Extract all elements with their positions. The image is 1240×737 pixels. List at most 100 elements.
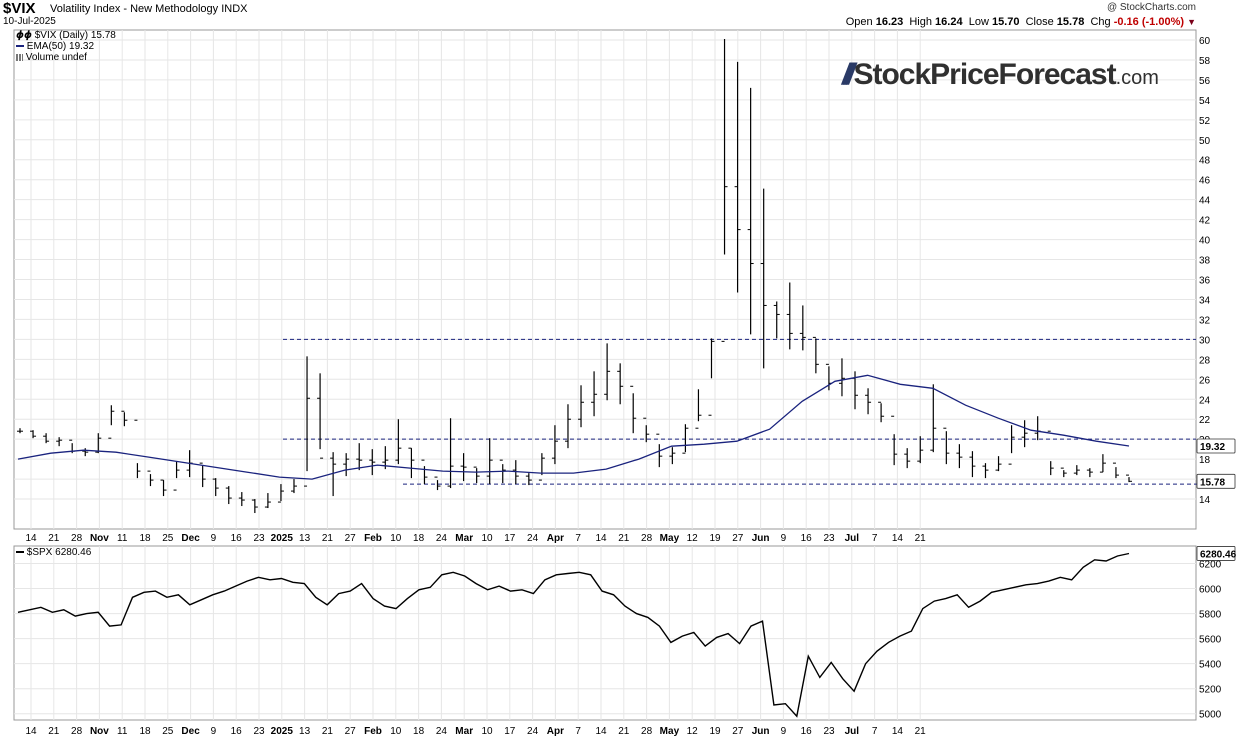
watermark-logo: /// StockPriceForecast.com [842,58,1159,92]
spx-x-tick-label: 24 [527,726,539,737]
vix-y-tick-label: 52 [1199,116,1211,127]
vix-x-tick-label: 24 [436,533,448,544]
vix-y-tick-label: 22 [1199,415,1211,426]
vix-y-tick-label: 18 [1199,455,1211,466]
spx-x-tick-label: 11 [117,726,128,737]
ohlc-bar [930,384,937,453]
spx-x-tick-label: 18 [413,726,425,737]
ohlc-bar [643,417,650,443]
ohlc-bar [30,430,37,439]
spx-x-tick-label: 21 [915,726,927,737]
ohlc-bar [721,38,728,342]
ohlc-bar [865,388,872,415]
vix-price-badge: 15.78 [1200,477,1225,488]
ohlc-bar [682,424,689,454]
ohlc-bar [995,456,1002,472]
ohlc-bar [473,466,480,484]
open-value: 16.23 [875,16,904,28]
ohlc-bar [343,453,350,477]
low-value: 15.70 [991,16,1020,28]
ohlc-bar [264,493,271,509]
vix-x-tick-label: 24 [527,533,539,544]
vix-x-tick-label: 14 [25,533,37,544]
ohlc-bar [1086,468,1093,478]
spx-x-tick-label: Apr [547,726,564,737]
ohlc-bar [630,385,637,434]
spx-y-tick-label: 6200 [1199,560,1222,571]
high-value: 16.24 [935,16,963,28]
ohlc-bar [525,473,532,486]
spx-x-tick-label: May [660,726,680,737]
spx-x-tick-label: Jun [752,726,770,737]
ohlc-bar [1060,467,1067,478]
close-value: 15.78 [1056,16,1085,28]
spx-x-tick-label: 27 [732,726,744,737]
ohlc-bar [56,437,63,447]
ohlc-bar [799,305,806,351]
spx-x-tick-label: Dec [181,726,200,737]
ohlc-bar [1073,465,1080,476]
ema-price-badge: 19.32 [1200,442,1225,453]
ohlc-bar [838,358,845,397]
ohlc-bar [251,499,258,514]
ohlc-bar [43,433,50,444]
ohlc-bar [82,448,89,457]
vix-x-tick-label: 7 [575,533,581,544]
vix-x-tick-label: 21 [915,533,927,544]
legend-ema-label: EMA(50) 19.32 [26,41,95,52]
spx-y-tick-label: 5000 [1199,710,1222,721]
ohlc-bar [290,479,297,494]
vix-x-tick-label: 23 [823,533,835,544]
low-label: Low [968,16,989,28]
spx-x-tick-label: 27 [345,726,357,737]
vix-x-tick-label: Mar [455,533,473,544]
spx-x-tick-label: 16 [231,726,243,737]
ohlc-bar-icon: 𝟇𝟇 [16,30,32,41]
spx-y-tick-label: 6000 [1199,585,1222,596]
chg-value: -0.16 (-1.00%) [1113,16,1185,28]
vix-y-tick-label: 28 [1199,355,1211,366]
vix-x-tick-label: 17 [504,533,516,544]
ohlc-bar [617,363,624,405]
ohlc-bar [773,301,780,339]
line-chart-icon [16,551,24,554]
spx-x-tick-label: 28 [641,726,653,737]
spx-x-tick-label: 25 [162,726,174,737]
spx-y-tick-label: 5600 [1199,635,1222,646]
ohlc-bar [499,459,506,484]
vix-x-tick-label: 18 [413,533,425,544]
legend-vix-label: $VIX (Daily) 15.78 [34,30,116,41]
ohlc-bar [212,478,219,497]
spx-x-tick-label: 9 [781,726,787,737]
spx-x-tick-label: 7 [575,726,581,737]
ohlc-bar [786,282,793,350]
legend-vix: 𝟇𝟇 $VIX (Daily) 15.78 [16,30,116,41]
vix-x-tick-label: 2025 [271,533,294,544]
legend-volume: Volume undef [16,52,87,63]
vix-x-tick-label: 21 [618,533,630,544]
spx-x-tick-label: 24 [436,726,448,737]
ohlc-bar [356,443,363,471]
ohlc-bar [147,470,154,487]
ohlc-bar [564,404,571,449]
spx-x-tick-label: 21 [618,726,630,737]
ohlc-bar [734,61,741,293]
ohlc-bar [408,447,415,479]
ohlc-bar [695,389,702,429]
vix-x-tick-label: 21 [48,533,60,544]
logo-slashes-icon: /// [842,58,855,91]
down-triangle-icon: ▼ [1187,17,1196,27]
vix-y-tick-label: 48 [1199,156,1211,167]
symbol-description: Volatility Index - New Methodology INDX [50,3,248,15]
spx-x-tick-label: 14 [25,726,37,737]
legend-volume-label: Volume undef [25,52,87,63]
spx-x-tick-label: 28 [71,726,83,737]
legend-spx-label: $SPX 6280.46 [26,547,92,558]
volume-bars-icon [16,53,23,61]
ohlc-bar [812,336,819,374]
vix-x-tick-label: 27 [345,533,357,544]
vix-x-tick-label: 14 [595,533,607,544]
ohlc-bar [17,428,23,434]
ohlc-bar [760,188,767,369]
